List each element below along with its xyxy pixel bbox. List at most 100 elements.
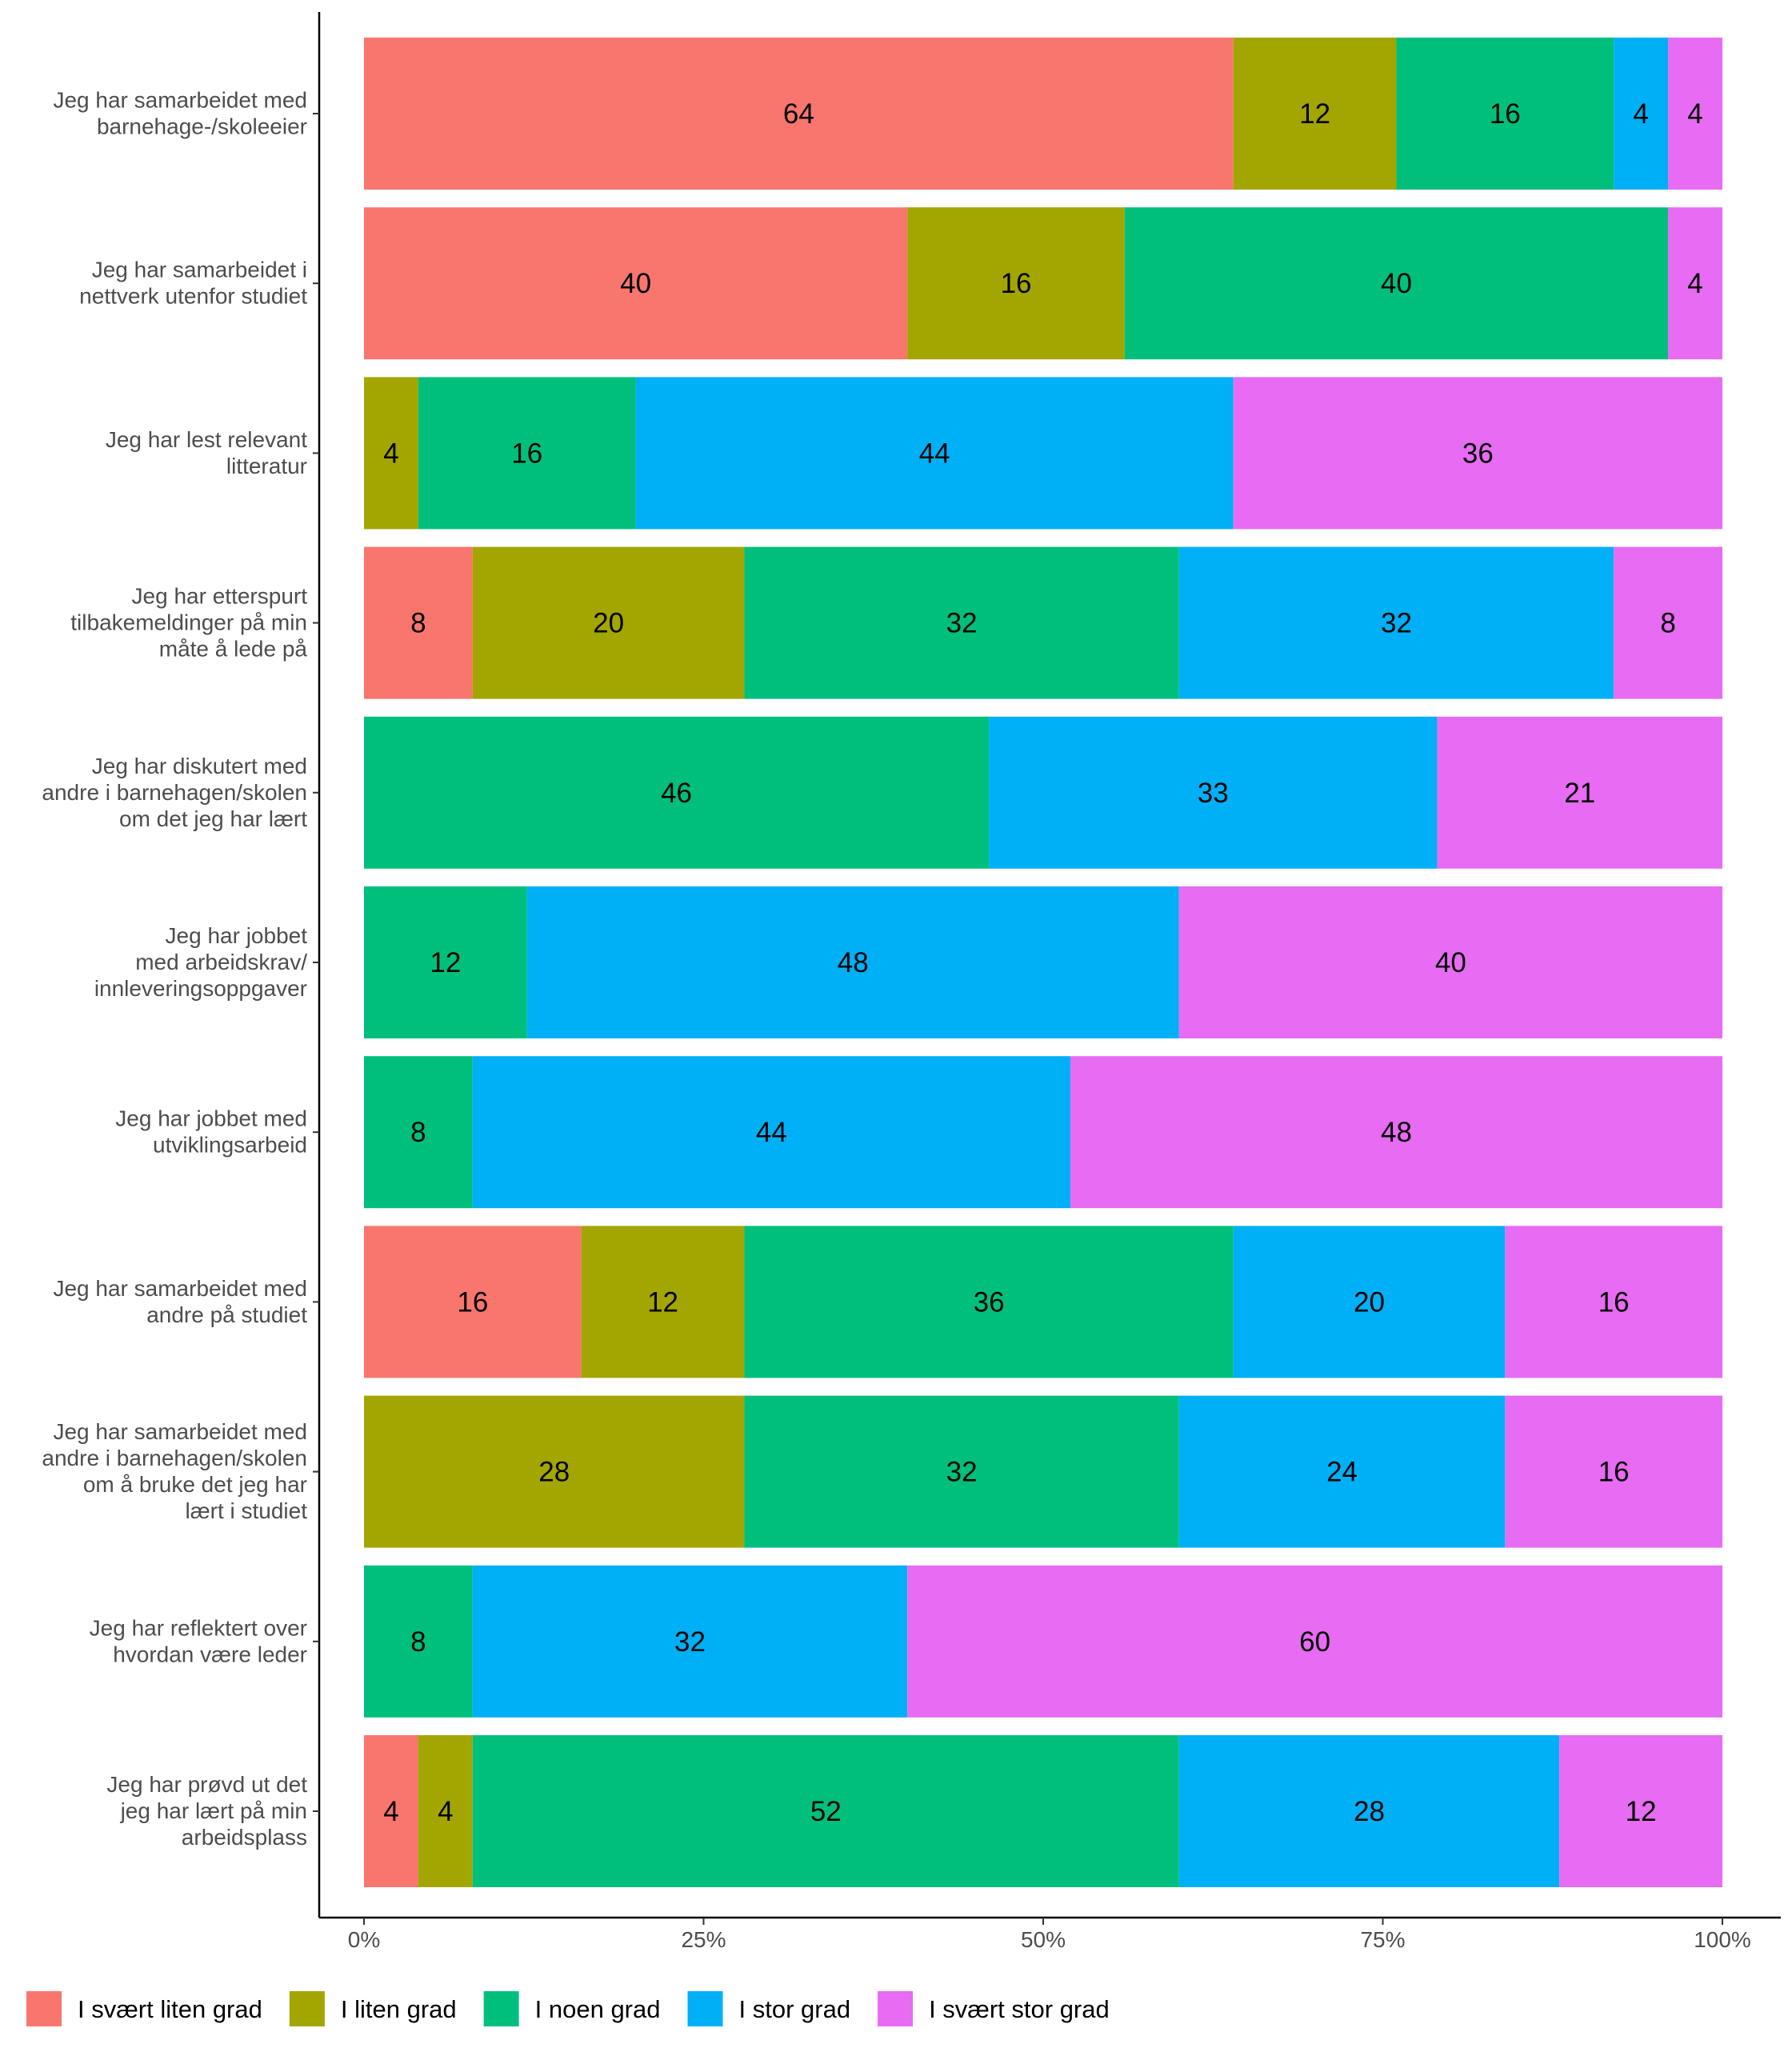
category-label: Jeg har samarbeidet med andre på studiet [53, 1276, 307, 1327]
legend-key [878, 1991, 914, 2026]
bar-segment [1505, 1226, 1722, 1378]
legend-key [289, 1991, 325, 2026]
data-label: 40 [620, 268, 651, 299]
bar-segment [364, 546, 473, 699]
legend: I svært liten grad I liten grad I noen gra… [26, 1991, 1110, 2026]
data-label: 36 [1462, 438, 1494, 469]
bar-segment [364, 1395, 745, 1548]
bar-segment [364, 1565, 473, 1718]
data-label: 24 [1326, 1457, 1358, 1488]
bar-segment [635, 377, 1234, 530]
data-label: 28 [538, 1457, 570, 1488]
data-label: 60 [1299, 1626, 1330, 1658]
bar-segment [364, 1226, 582, 1378]
bar-segment [472, 1565, 908, 1718]
data-label: 33 [1198, 778, 1229, 809]
category-label: Jeg har prøvd ut det jeg har lært på min a… [106, 1772, 307, 1850]
bar-segment [989, 716, 1438, 869]
category-label: Jeg har samarbeidet i nettverk utenfor st… [79, 258, 307, 309]
data-label: 8 [410, 608, 426, 639]
bar-segment [1124, 207, 1669, 360]
bar-segment [744, 1226, 1234, 1378]
data-label: 16 [1490, 98, 1521, 130]
data-label: 16 [1598, 1286, 1630, 1318]
category-label: Jeg har diskutert med andre i barnehagen/… [42, 754, 307, 831]
data-label: 4 [1687, 268, 1702, 299]
bar-segment [1614, 546, 1722, 699]
bar-segment [364, 377, 418, 530]
data-label: 16 [457, 1286, 488, 1318]
bar-segment [1668, 207, 1722, 360]
data-label: 40 [1435, 947, 1466, 978]
category-label: Jeg har reflektert over hvordan være lede… [90, 1615, 307, 1666]
data-label: 16 [511, 438, 542, 469]
bar-segment [1505, 1395, 1722, 1548]
bar-segment [1233, 1226, 1506, 1378]
x-axis: 0% 25% 50% 75% 100% [319, 1916, 1781, 1952]
data-label: 44 [919, 438, 950, 469]
bar-segment [364, 38, 1234, 190]
data-label: 20 [1354, 1286, 1385, 1318]
x-tick-label: 75% [1360, 1927, 1405, 1952]
legend-label: I svært liten grad [78, 1995, 262, 2023]
bar-segment [526, 886, 1179, 1038]
x-tick-label: 25% [681, 1927, 726, 1952]
bar-segment [1178, 546, 1614, 699]
bar-segment [1396, 38, 1614, 190]
data-label: 12 [1626, 1796, 1657, 1827]
data-label: 4 [438, 1796, 453, 1827]
data-label: 40 [1381, 268, 1412, 299]
bar-segment [418, 1735, 473, 1887]
bar-segment [472, 1056, 1070, 1209]
bar-segment [907, 1565, 1722, 1718]
data-label: 16 [1598, 1457, 1630, 1488]
bar-segment [581, 1226, 745, 1378]
data-label: 12 [647, 1286, 678, 1318]
category-label: Jeg har samarbeidet med barnehage-/skolee… [53, 88, 307, 139]
data-label: 4 [1633, 98, 1648, 130]
legend-label: I svært stor grad [929, 1995, 1110, 2023]
bar-segment [364, 207, 908, 360]
bar-segment [1233, 38, 1397, 190]
data-label: 64 [783, 98, 814, 130]
legend-label: I liten grad [341, 1995, 457, 2023]
data-label: 8 [410, 1117, 426, 1148]
data-label: 32 [946, 608, 978, 639]
x-tick-label: 100% [1694, 1927, 1751, 1952]
bar-segment [744, 546, 1179, 699]
x-tick-label: 0% [348, 1927, 380, 1952]
data-label: 4 [1687, 98, 1702, 130]
bar-segment [472, 546, 745, 699]
data-label: 21 [1564, 778, 1595, 809]
legend-label: I noen grad [535, 1995, 661, 2023]
data-label: 4 [383, 1796, 398, 1827]
data-label: 52 [810, 1796, 842, 1827]
bar-segment [1070, 1056, 1722, 1209]
bar-segment [1178, 1395, 1506, 1548]
category-label: Jeg har jobbet med arbeidskrav/innleverin… [94, 923, 307, 1001]
data-label: 20 [593, 608, 624, 639]
category-label: Jeg har jobbet med utviklingsarbeid [115, 1106, 307, 1158]
bar-segment [364, 886, 527, 1038]
legend-label: I stor grad [739, 1995, 851, 2023]
data-label: 48 [1381, 1117, 1412, 1148]
data-label: 12 [430, 947, 461, 978]
bar-segment [364, 1056, 473, 1209]
bar-segment [418, 377, 636, 530]
category-label: Jeg har lest relevant litteratur [106, 427, 307, 478]
category-labels: Jeg har samarbeidet med barnehage-/skolee… [42, 88, 319, 1850]
bar-segment [472, 1735, 1179, 1887]
bar-segment [1614, 38, 1669, 190]
data-label: 48 [838, 947, 869, 978]
category-label: Jeg har samarbeidet med andre i barnehage… [42, 1419, 307, 1523]
category-label: Jeg har etterspurt tilbakemeldinger på mi… [70, 584, 307, 662]
legend-key [687, 1991, 723, 2026]
data-label: 28 [1354, 1796, 1385, 1827]
data-label: 46 [661, 778, 692, 809]
data-label: 44 [756, 1117, 787, 1148]
bar-segment [1668, 38, 1722, 190]
bar-segment [907, 207, 1125, 360]
x-tick-label: 50% [1021, 1927, 1066, 1952]
